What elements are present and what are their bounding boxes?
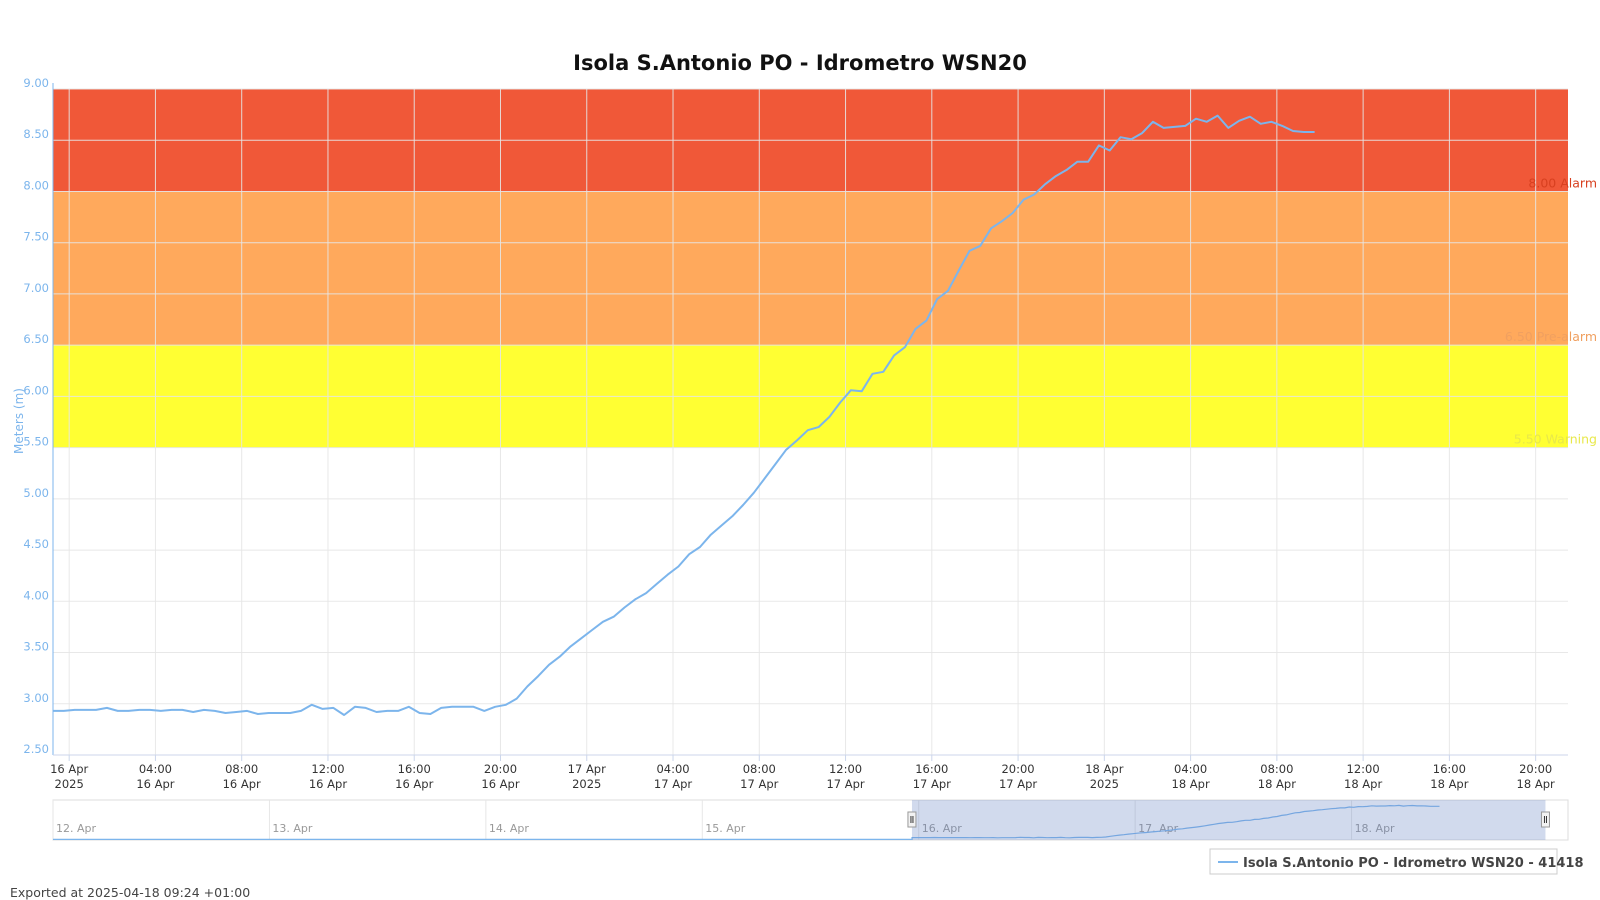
x-tick-label-14: 08:00: [1260, 762, 1293, 776]
x-tick-label-1: 04:00: [139, 762, 172, 776]
x-tick-sublabel-14: 18 Apr: [1258, 777, 1296, 791]
navigator-label-1: 13. Apr: [272, 822, 312, 835]
y-axis: 2.50 3.00 3.50 4.00 4.50 5.00 5.50 6.00 6.50 7.00…: [23, 76, 54, 756]
x-tick-sublabel-6: 2025: [572, 777, 601, 791]
y-axis-label: Meters (m): [12, 388, 26, 454]
navigator-handle-left[interactable]: [907, 811, 917, 828]
y-tick-label-13: 9.00: [23, 76, 49, 90]
x-tick-sublabel-8: 17 Apr: [740, 777, 778, 791]
legend[interactable]: Isola S.Antonio PO - Idrometro WSN20 - 4…: [1209, 848, 1584, 875]
y-tick-label-7: 6.00: [23, 383, 49, 397]
x-tick-sublabel-2: 16 Apr: [223, 777, 261, 791]
navigator-label-0: 12. Apr: [56, 822, 96, 835]
y-tick-label-2: 3.50: [23, 640, 49, 654]
x-tick-label-4: 16:00: [398, 762, 431, 776]
y-tick-label-0: 2.50: [23, 742, 49, 756]
alert-band-label-2: 8.00 Alarm: [1528, 175, 1597, 190]
x-tick-sublabel-5: 16 Apr: [481, 777, 519, 791]
export-timestamp: Exported at 2025-04-18 09:24 +01:00: [10, 885, 250, 900]
x-tick-label-16: 16:00: [1433, 762, 1466, 776]
alert-band-1: [53, 191, 1568, 346]
x-tick-sublabel-17: 18 Apr: [1517, 777, 1555, 791]
y-tick-label-6: 5.50: [23, 435, 49, 449]
y-tick-label-11: 8.00: [23, 178, 49, 192]
navigator-series-line: [53, 804, 1440, 840]
x-tick-sublabel-1: 16 Apr: [136, 777, 174, 791]
x-tick-label-10: 16:00: [915, 762, 948, 776]
series-line-0: [53, 114, 1315, 716]
x-tick-sublabel-11: 17 Apr: [999, 777, 1037, 791]
y-tick-label-5: 5.00: [23, 486, 49, 500]
x-tick-sublabel-12: 2025: [1090, 777, 1119, 791]
x-tick-label-9: 12:00: [829, 762, 862, 776]
x-tick-sublabel-0: 2025: [55, 777, 84, 791]
navigator-handle-box: [907, 811, 917, 828]
legend-series-label[interactable]: Isola S.Antonio PO - Idrometro WSN20 - 4…: [1243, 856, 1584, 871]
x-tick-sublabel-16: 18 Apr: [1430, 777, 1468, 791]
navigator-label-6: 18. Apr: [1355, 822, 1395, 835]
chart-title: Isola S.Antonio PO - Idrometro WSN20: [573, 51, 1027, 75]
legend-box: [1209, 848, 1558, 875]
y-tick-label-9: 7.00: [23, 281, 49, 295]
x-tick-label-11: 20:00: [1001, 762, 1034, 776]
x-tick-sublabel-3: 16 Apr: [309, 777, 347, 791]
x-tick-sublabel-7: 17 Apr: [654, 777, 692, 791]
x-tick-label-5: 20:00: [484, 762, 517, 776]
y-tick-label-3: 4.00: [23, 588, 49, 602]
grid-lines: [53, 88, 1568, 756]
x-tick-label-7: 04:00: [656, 762, 689, 776]
y-tick-label-4: 4.50: [23, 537, 49, 551]
y-tick-label-12: 8.50: [23, 127, 49, 141]
y-tick-label-10: 7.50: [23, 230, 49, 244]
x-tick-sublabel-10: 17 Apr: [913, 777, 951, 791]
x-tick-label-15: 12:00: [1347, 762, 1380, 776]
x-tick-sublabel-13: 18 Apr: [1172, 777, 1210, 791]
navigator-handle-right[interactable]: [1540, 811, 1550, 828]
alert-band-label-0: 5.50 Warning: [1514, 432, 1597, 447]
x-tick-label-2: 08:00: [225, 762, 258, 776]
x-tick-sublabel-4: 16 Apr: [395, 777, 433, 791]
x-tick-sublabel-9: 17 Apr: [826, 777, 864, 791]
alert-band-labels: 5.50 Warning 6.50 Pre-alarm 8.00 Alarm: [1505, 175, 1597, 446]
navigator-label-3: 15. Apr: [705, 822, 745, 835]
y-tick-label-8: 6.50: [23, 332, 49, 346]
x-tick-label-12: 18 Apr: [1085, 762, 1123, 776]
alert-band-label-1: 6.50 Pre-alarm: [1505, 329, 1597, 344]
x-tick-label-0: 16 Apr: [50, 762, 88, 776]
x-tick-sublabel-15: 18 Apr: [1344, 777, 1382, 791]
navigator-handle-box: [1540, 811, 1550, 828]
x-tick-label-17: 20:00: [1519, 762, 1552, 776]
x-tick-label-13: 04:00: [1174, 762, 1207, 776]
x-tick-label-6: 17 Apr: [568, 762, 606, 776]
series-layer: [53, 114, 1315, 716]
alert-bands: [53, 89, 1568, 448]
y-tick-label-1: 3.00: [23, 691, 49, 705]
navigator-label-2: 14. Apr: [489, 822, 529, 835]
navigator-label-4: 16. Apr: [922, 822, 962, 835]
navigator-selected-range: [911, 800, 1546, 840]
x-tick-label-8: 08:00: [743, 762, 776, 776]
x-tick-label-3: 12:00: [311, 762, 344, 776]
